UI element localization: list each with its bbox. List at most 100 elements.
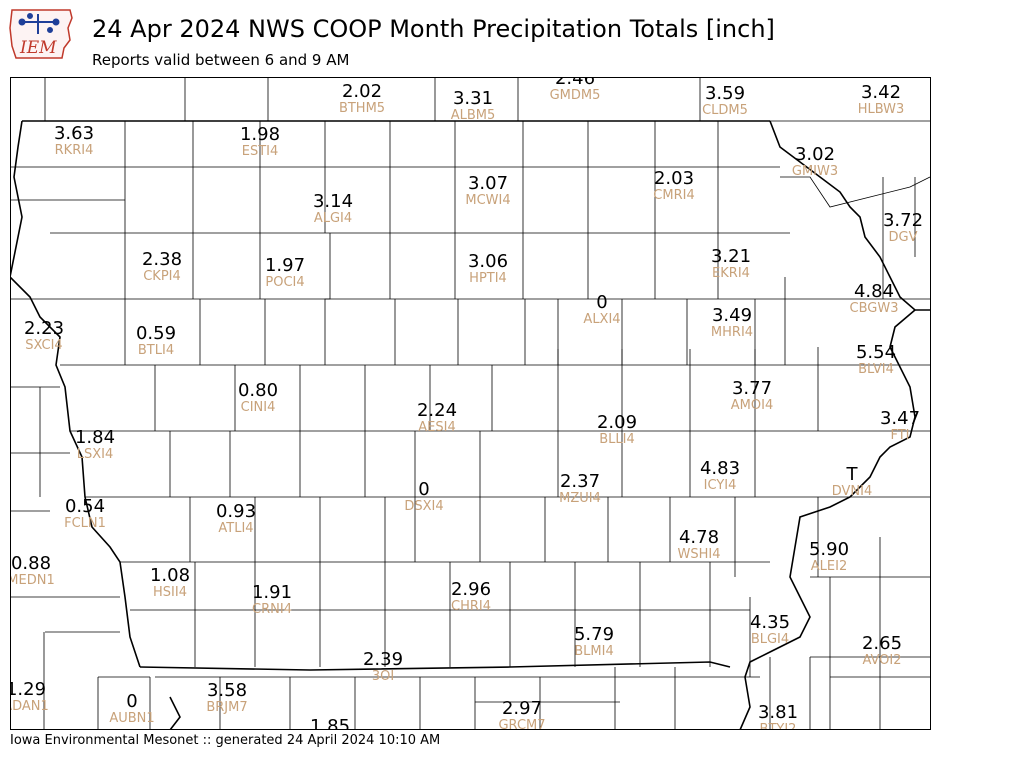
station-value: 4.35 bbox=[749, 612, 791, 633]
station-plot: 3.14 ALGI4 bbox=[313, 192, 353, 226]
station-id: FTI bbox=[890, 428, 910, 443]
station-id: DSXI4 bbox=[404, 499, 444, 514]
station-plot: 3.63 RKRI4 bbox=[54, 124, 94, 158]
station-value: 3.14 bbox=[312, 191, 354, 212]
station-value: 5.90 bbox=[808, 539, 850, 560]
station-id: ALBM5 bbox=[450, 108, 496, 123]
station-value: 2.37 bbox=[559, 471, 601, 492]
station-plot: 4.84 CBGW3 bbox=[850, 282, 899, 316]
station-value: 2.23 bbox=[23, 318, 65, 339]
station-id: AUBN1 bbox=[109, 711, 155, 726]
station-id: WSHI4 bbox=[677, 547, 721, 562]
station-plot: 3.77 AMOI4 bbox=[731, 379, 773, 413]
station-id: CKPI4 bbox=[143, 269, 181, 284]
station-value: 0.54 bbox=[64, 496, 106, 517]
station-plot: 2.96 CHRI4 bbox=[451, 580, 491, 614]
station-id: MEDN1 bbox=[10, 573, 55, 588]
station-value: 0.93 bbox=[215, 501, 257, 522]
station-value: 1.97 bbox=[264, 255, 306, 276]
station-plot: 1.29 ADAN1 bbox=[10, 680, 49, 714]
station-plot: 3.72 DGV bbox=[883, 211, 923, 245]
station-id: BLMI4 bbox=[574, 644, 614, 659]
station-value: 3.49 bbox=[711, 305, 753, 326]
station-value: 2.97 bbox=[501, 698, 543, 719]
station-value: 3.77 bbox=[731, 378, 773, 399]
station-plot: 4.35 BLGI4 bbox=[750, 613, 790, 647]
station-plot: 5.90 ALEI2 bbox=[809, 540, 849, 574]
station-plot: T DVNI4 bbox=[832, 465, 873, 499]
station-value: 0.88 bbox=[10, 553, 52, 574]
station-id: GMIW3 bbox=[791, 164, 839, 179]
station-id: AMOI4 bbox=[730, 398, 774, 413]
station-id: HSII4 bbox=[153, 585, 187, 600]
station-id: CRNI4 bbox=[252, 602, 292, 617]
station-id: BTLI4 bbox=[137, 343, 175, 358]
station-id: EKRI4 bbox=[712, 266, 750, 281]
station-value: 1.98 bbox=[239, 124, 281, 145]
station-id: BTYI2 bbox=[759, 722, 797, 731]
station-plot: 2.24 AESI4 bbox=[417, 401, 457, 435]
station-plot: 3.59 CLDM5 bbox=[702, 84, 748, 118]
station-id: BLVI4 bbox=[858, 362, 894, 377]
station-value: 3.59 bbox=[704, 83, 746, 104]
station-id: POCI4 bbox=[265, 275, 305, 290]
station-value: 2.09 bbox=[596, 412, 638, 433]
station-plot: 1.84 LSXI4 bbox=[75, 428, 115, 462]
station-value: 0 bbox=[596, 292, 608, 313]
station-plot: 2.09 BLLI4 bbox=[597, 413, 637, 447]
logo-text: IEM bbox=[20, 38, 57, 58]
station-value: 2.38 bbox=[141, 249, 183, 270]
station-value: 3.72 bbox=[882, 210, 924, 231]
station-plot: 2.38 CKPI4 bbox=[142, 250, 182, 284]
station-id: MHRI4 bbox=[710, 325, 754, 340]
county-lines bbox=[10, 77, 931, 730]
station-value: 2.39 bbox=[362, 649, 404, 670]
station-id: LSXI4 bbox=[76, 447, 114, 462]
state-boundaries bbox=[10, 120, 930, 730]
station-plot: 0.88 MEDN1 bbox=[10, 554, 55, 588]
station-id: DGV bbox=[888, 230, 918, 245]
station-value: 5.79 bbox=[573, 624, 615, 645]
station-plot: 1.91 CRNI4 bbox=[252, 583, 292, 617]
station-plot: 0.59 BTLI4 bbox=[136, 324, 176, 358]
station-plot: 1.08 HSII4 bbox=[150, 566, 190, 600]
station-id: CMRI4 bbox=[653, 188, 695, 203]
station-plot: 3.58 BRJM7 bbox=[206, 681, 247, 715]
station-plot: 1.98 ESTI4 bbox=[240, 125, 280, 159]
station-value: 2.24 bbox=[416, 400, 458, 421]
station-plot: 1.85 bbox=[310, 717, 350, 731]
station-value: 3.02 bbox=[794, 144, 836, 165]
station-id: BLGI4 bbox=[750, 632, 790, 647]
station-value: 0 bbox=[126, 691, 138, 712]
station-value: 5.54 bbox=[855, 342, 897, 363]
station-id: AESI4 bbox=[418, 420, 456, 435]
footer-credit: Iowa Environmental Mesonet :: generated … bbox=[10, 733, 441, 748]
station-plot: 5.54 BLVI4 bbox=[856, 343, 896, 377]
station-id: ALXI4 bbox=[583, 312, 621, 327]
station-value: 4.84 bbox=[853, 281, 895, 302]
station-id: RKRI4 bbox=[54, 143, 94, 158]
station-value: 2.96 bbox=[450, 579, 492, 600]
station-plot: 2.37 MZUI4 bbox=[559, 472, 601, 506]
station-value: 1.84 bbox=[74, 427, 116, 448]
station-value: 1.08 bbox=[149, 565, 191, 586]
station-plot: 4.78 WSHI4 bbox=[678, 528, 721, 562]
station-plot: 3.31 ALBM5 bbox=[451, 89, 496, 123]
station-id: HLBW3 bbox=[857, 102, 905, 117]
station-id: ATLI4 bbox=[218, 521, 254, 536]
station-id: GMDM5 bbox=[549, 88, 601, 103]
station-id: CLDM5 bbox=[702, 103, 748, 118]
station-plot: 3.49 MHRI4 bbox=[711, 306, 753, 340]
station-id: HPTI4 bbox=[469, 271, 507, 286]
station-value: 3.07 bbox=[467, 173, 509, 194]
station-value: 0 bbox=[418, 479, 430, 500]
station-id: BRJM7 bbox=[206, 700, 248, 715]
station-plot: 0 ALXI4 bbox=[583, 293, 620, 327]
station-plot: 3.07 MCWI4 bbox=[465, 174, 510, 208]
station-plot: 0.54 FCLN1 bbox=[64, 497, 106, 531]
station-plot: 0 DSXI4 bbox=[404, 480, 443, 514]
station-plot: 0 AUBN1 bbox=[109, 692, 154, 726]
station-value: 3.21 bbox=[710, 246, 752, 267]
station-value: 1.91 bbox=[251, 582, 293, 603]
station-id: GRCM7 bbox=[498, 718, 546, 731]
